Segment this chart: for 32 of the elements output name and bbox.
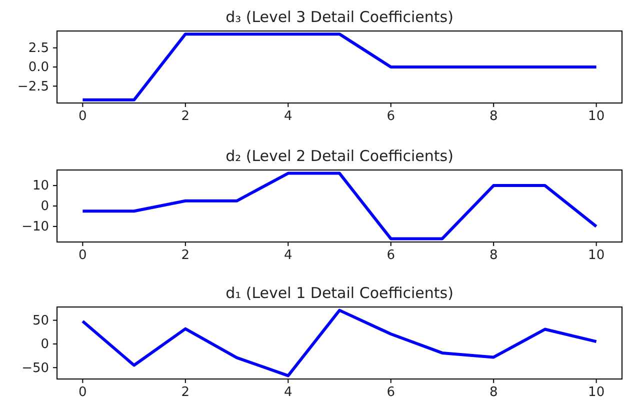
x-tick-label: 6 (386, 385, 396, 400)
x-tick-label: 2 (181, 385, 190, 400)
x-tick-label: 8 (489, 385, 498, 400)
x-tick-label: 8 (489, 248, 498, 264)
x-tick-label: 0 (78, 385, 87, 400)
y-tick-label: −10 (22, 220, 49, 235)
x-tick-label: 10 (588, 385, 605, 400)
x-tick-label: 10 (588, 109, 605, 124)
x-tick-label: 2 (181, 109, 190, 124)
y-tick-label: −50 (22, 360, 49, 376)
x-tick-label: 6 (386, 248, 396, 264)
chart-title: d₃ (Level 3 Detail Coefficients) (226, 8, 454, 26)
y-tick-label: 2.5 (28, 41, 49, 56)
line-series (81, 308, 598, 378)
y-tick-label: 0 (40, 199, 49, 214)
x-tick-label: 4 (284, 109, 292, 124)
x-tick-label: 2 (181, 248, 190, 264)
chart-title: d₂ (Level 2 Detail Coefficients) (226, 147, 454, 165)
x-tick-label: 0 (78, 248, 87, 264)
y-tick-label: 50 (32, 313, 49, 328)
x-tick-label: 6 (386, 109, 396, 124)
x-tick-label: 4 (284, 248, 292, 264)
chart-title: d₁ (Level 1 Detail Coefficients) (226, 284, 454, 302)
x-tick-label: 4 (284, 385, 292, 400)
y-tick-label: 10 (32, 178, 49, 194)
y-tick-label: −2.5 (17, 79, 49, 94)
x-tick-label: 10 (588, 248, 605, 264)
x-tick-label: 8 (489, 109, 498, 124)
y-tick-label: 0 (40, 337, 49, 352)
y-tick-label: 0.0 (28, 60, 49, 76)
line-series (81, 172, 598, 240)
x-tick-label: 0 (78, 109, 87, 124)
